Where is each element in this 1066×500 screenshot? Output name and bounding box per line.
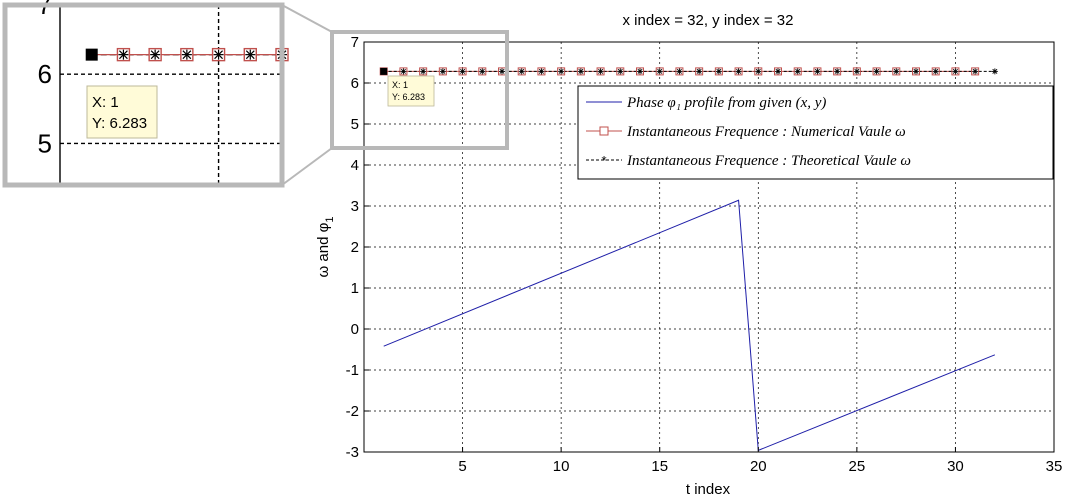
y-axis-label-main: ω and φ [315,222,332,277]
theoretical-point [538,68,545,75]
legend-label-phase: Phase φ₁ profile from given (x, y) [626,95,826,111]
zoom-datatip-x-text: X: 1 [92,94,119,111]
zoom-datatip-box [86,85,158,139]
y-tick-label: 0 [351,321,359,338]
theoretical-point [932,68,939,75]
theoretical-point [676,68,683,75]
x-tick-label: 25 [849,458,866,475]
zoom-region-highlight [330,30,509,150]
zoom-connector-top [281,4,333,33]
y-tick-label: -1 [346,362,359,379]
series-phase-line [383,199,996,452]
y-axis-label: ω and φ1 [315,217,336,278]
x-tick-label: 5 [458,458,466,475]
zoom-inset-frame [2,2,285,188]
datatip-y-text: Y: 6.283 [392,92,425,102]
zoom-y-tick-label: 5 [38,128,52,158]
zoom-theoretical-point [118,49,129,60]
zoom-connector-bottom [281,147,333,186]
y-tick-label: 1 [351,280,359,297]
y-tick-label: 4 [351,157,359,174]
datatip-x-text: X: 1 [392,80,408,90]
zoom-inset: 567 X: 1 Y: 6.283 [2,0,289,188]
y-tick-label: -3 [346,444,359,461]
zoom-inset-content: 567 [38,0,289,185]
theoretical-point [991,68,998,75]
theoretical-point [558,68,565,75]
x-tick-label: 20 [750,458,767,475]
theoretical-point [775,68,781,75]
series-layer [379,67,998,452]
theoretical-point [597,68,604,75]
theoretical-point [913,68,919,75]
legend-label-numerical: Instantaneous Frequence : Numerical Vaul… [626,124,906,140]
legend-label-theoretical: Instantaneous Frequence : Theoretical Va… [626,153,911,169]
theoretical-point [972,68,979,75]
chart-title: x index = 32, y index = 32 [623,12,794,29]
theoretical-point [873,68,880,75]
theoretical-point [577,68,584,75]
theoretical-point [834,68,841,75]
zoom-datatip-y-text: Y: 6.283 [92,115,147,132]
legend-square-marker [599,126,609,136]
theoretical-point [853,68,860,75]
y-tick-label: 3 [351,198,359,215]
theoretical-point [696,68,703,75]
x-axis-label: t index [686,481,731,498]
theoretical-point [735,68,742,75]
zoom-y-tick-label: 6 [38,59,52,89]
theoretical-point [656,68,663,75]
theoretical-point [814,68,821,75]
theoretical-point [893,68,900,75]
zoom-datatip-marker [85,48,98,61]
theoretical-point [459,68,466,75]
zoom-theoretical-point [213,49,224,60]
y-tick-label: 5 [351,116,359,133]
theoretical-point [400,68,407,75]
x-tick-label: 30 [947,458,964,475]
theoretical-point [952,68,959,75]
theoretical-point [637,68,643,75]
theoretical-point [617,68,624,75]
y-tick-label: -2 [346,403,359,420]
legend-star-marker: * [601,153,606,168]
zoom-theoretical-point [150,49,161,60]
theoretical-point [715,68,722,75]
theoretical-point [420,68,427,75]
datatip-marker [380,67,388,75]
theoretical-point [518,68,525,75]
legend-box [577,85,1054,180]
datatip-box [387,75,435,107]
x-tick-label: 35 [1046,458,1063,475]
axis-ticks: 5 10 15 20 25 30 35 -3 -2 -1 0 1 2 3 4 5 6 7 [346,34,1063,475]
x-tick-label: 10 [553,458,570,475]
theoretical-point [794,68,801,75]
y-axis-label-subscript: 1 [324,217,336,223]
theoretical-point [439,68,446,75]
zoom-theoretical-point [181,49,192,60]
y-tick-label: 2 [351,239,359,256]
main-datatip: X: 1 Y: 6.283 [380,67,435,107]
y-tick-label: 7 [351,34,359,51]
y-axis-label-group: ω and φ1 [315,217,336,278]
zoom-theoretical-point [245,49,256,60]
theoretical-point [479,68,486,75]
theoretical-point [499,68,505,75]
theoretical-point [755,68,762,75]
y-tick-label: 6 [351,75,359,92]
legend: Phase φ₁ profile from given (x, y) Insta… [577,85,1054,180]
zoom-datatip: X: 1 Y: 6.283 [86,85,158,139]
x-tick-label: 15 [651,458,668,475]
